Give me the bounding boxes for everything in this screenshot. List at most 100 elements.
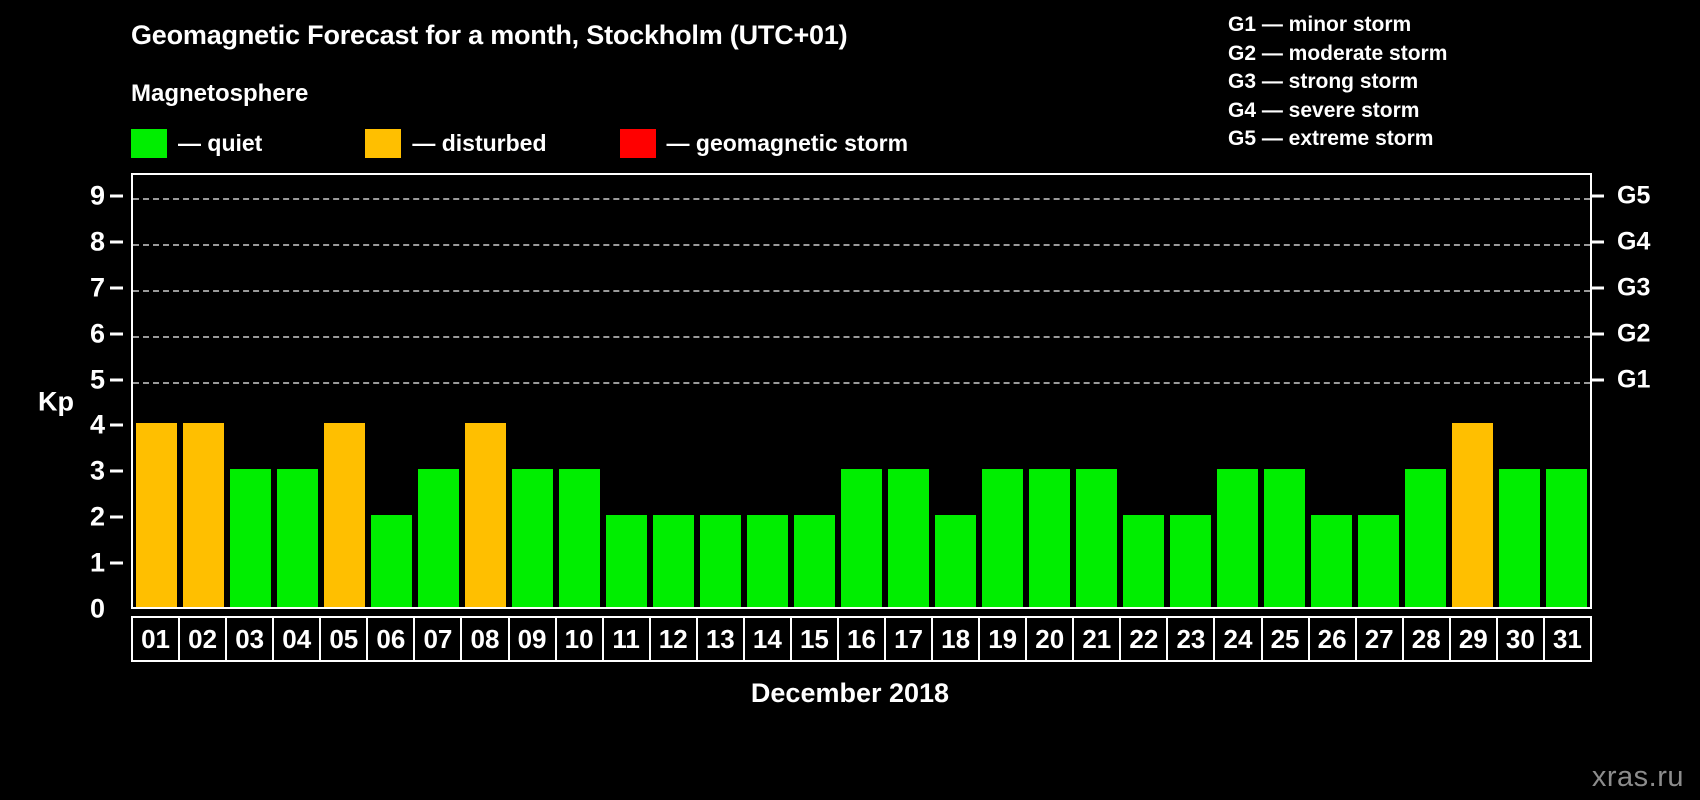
bar-cell-day-11[interactable]	[603, 175, 650, 607]
bar-cell-day-16[interactable]	[838, 175, 885, 607]
bar-day-21[interactable]	[1075, 469, 1118, 607]
day-label-05[interactable]: 05	[319, 616, 369, 662]
bar-cell-day-03[interactable]	[227, 175, 274, 607]
day-label-17[interactable]: 17	[884, 616, 934, 662]
bar-cell-day-04[interactable]	[274, 175, 321, 607]
bar-day-12[interactable]	[652, 515, 695, 607]
bar-cell-day-23[interactable]	[1167, 175, 1214, 607]
bar-day-26[interactable]	[1310, 515, 1353, 607]
bar-day-20[interactable]	[1028, 469, 1071, 607]
bar-day-29[interactable]	[1451, 423, 1494, 607]
bar-cell-day-01[interactable]	[133, 175, 180, 607]
bar-day-18[interactable]	[934, 515, 977, 607]
kp-tick-mark-5	[110, 378, 123, 382]
bar-cell-day-30[interactable]	[1496, 175, 1543, 607]
bar-day-30[interactable]	[1498, 469, 1541, 607]
bar-day-27[interactable]	[1357, 515, 1400, 607]
bar-day-05[interactable]	[323, 423, 366, 607]
day-label-26[interactable]: 26	[1307, 616, 1357, 662]
day-label-07[interactable]: 07	[413, 616, 463, 662]
bar-cell-day-17[interactable]	[885, 175, 932, 607]
bar-cell-day-22[interactable]	[1120, 175, 1167, 607]
bar-cell-day-02[interactable]	[180, 175, 227, 607]
day-label-16[interactable]: 16	[836, 616, 886, 662]
bar-cell-day-25[interactable]	[1261, 175, 1308, 607]
bar-day-24[interactable]	[1216, 469, 1259, 607]
day-label-20[interactable]: 20	[1025, 616, 1075, 662]
day-label-09[interactable]: 09	[507, 616, 557, 662]
bar-day-11[interactable]	[605, 515, 648, 607]
day-label-21[interactable]: 21	[1072, 616, 1122, 662]
day-label-10[interactable]: 10	[554, 616, 604, 662]
bar-cell-day-18[interactable]	[932, 175, 979, 607]
bar-day-16[interactable]	[840, 469, 883, 607]
bar-cell-day-08[interactable]	[462, 175, 509, 607]
bar-cell-day-31[interactable]	[1543, 175, 1590, 607]
bar-day-04[interactable]	[276, 469, 319, 607]
day-label-19[interactable]: 19	[978, 616, 1028, 662]
bar-cell-day-13[interactable]	[697, 175, 744, 607]
day-label-25[interactable]: 25	[1260, 616, 1310, 662]
bar-day-31[interactable]	[1545, 469, 1588, 607]
day-label-28[interactable]: 28	[1401, 616, 1451, 662]
bar-day-09[interactable]	[511, 469, 554, 607]
kp-axis: 0 1 2 3 4 5 6 7 8 9 Kp	[0, 173, 131, 624]
bar-cell-day-10[interactable]	[556, 175, 603, 607]
bar-day-08[interactable]	[464, 423, 507, 607]
day-label-03[interactable]: 03	[225, 616, 275, 662]
bar-day-17[interactable]	[887, 469, 930, 607]
day-label-04[interactable]: 04	[272, 616, 322, 662]
chart-header: Geomagnetic Forecast for a month, Stockh…	[0, 0, 1700, 170]
bar-cell-day-20[interactable]	[1026, 175, 1073, 607]
bar-cell-day-26[interactable]	[1308, 175, 1355, 607]
day-label-31[interactable]: 31	[1542, 616, 1592, 662]
bar-cell-day-05[interactable]	[321, 175, 368, 607]
day-label-15[interactable]: 15	[789, 616, 839, 662]
site-watermark: xras.ru	[1591, 761, 1684, 793]
bar-day-01[interactable]	[135, 423, 178, 607]
day-label-18[interactable]: 18	[931, 616, 981, 662]
day-label-27[interactable]: 27	[1354, 616, 1404, 662]
bar-day-06[interactable]	[370, 515, 413, 607]
kp-tick-mark-7	[110, 286, 123, 290]
day-label-02[interactable]: 02	[178, 616, 228, 662]
bar-day-03[interactable]	[229, 469, 272, 607]
bar-cell-day-28[interactable]	[1402, 175, 1449, 607]
bar-day-13[interactable]	[699, 515, 742, 607]
day-label-06[interactable]: 06	[366, 616, 416, 662]
bar-cell-day-27[interactable]	[1355, 175, 1402, 607]
bar-day-25[interactable]	[1263, 469, 1306, 607]
bar-day-22[interactable]	[1122, 515, 1165, 607]
day-label-23[interactable]: 23	[1166, 616, 1216, 662]
bar-cell-day-29[interactable]	[1449, 175, 1496, 607]
bar-day-07[interactable]	[417, 469, 460, 607]
day-label-13[interactable]: 13	[695, 616, 745, 662]
day-label-01[interactable]: 01	[131, 616, 181, 662]
bar-cell-day-19[interactable]	[979, 175, 1026, 607]
day-label-14[interactable]: 14	[742, 616, 792, 662]
bar-cell-day-07[interactable]	[415, 175, 462, 607]
bar-day-10[interactable]	[558, 469, 601, 607]
gridline-kp-5	[133, 381, 1590, 384]
bar-day-02[interactable]	[182, 423, 225, 607]
bar-day-15[interactable]	[793, 515, 836, 607]
bar-cell-day-14[interactable]	[744, 175, 791, 607]
bar-day-14[interactable]	[746, 515, 789, 607]
bar-cell-day-12[interactable]	[650, 175, 697, 607]
bar-cell-day-06[interactable]	[368, 175, 415, 607]
bar-cell-day-21[interactable]	[1073, 175, 1120, 607]
day-label-29[interactable]: 29	[1448, 616, 1498, 662]
day-label-12[interactable]: 12	[648, 616, 698, 662]
bar-day-28[interactable]	[1404, 469, 1447, 607]
bar-day-23[interactable]	[1169, 515, 1212, 607]
legend-swatch-storm-icon	[619, 128, 656, 158]
bar-cell-day-09[interactable]	[509, 175, 556, 607]
day-label-11[interactable]: 11	[601, 616, 651, 662]
bar-cell-day-24[interactable]	[1214, 175, 1261, 607]
bar-cell-day-15[interactable]	[791, 175, 838, 607]
day-label-22[interactable]: 22	[1119, 616, 1169, 662]
day-label-24[interactable]: 24	[1213, 616, 1263, 662]
bar-day-19[interactable]	[981, 469, 1024, 607]
day-label-08[interactable]: 08	[460, 616, 510, 662]
day-label-30[interactable]: 30	[1495, 616, 1545, 662]
